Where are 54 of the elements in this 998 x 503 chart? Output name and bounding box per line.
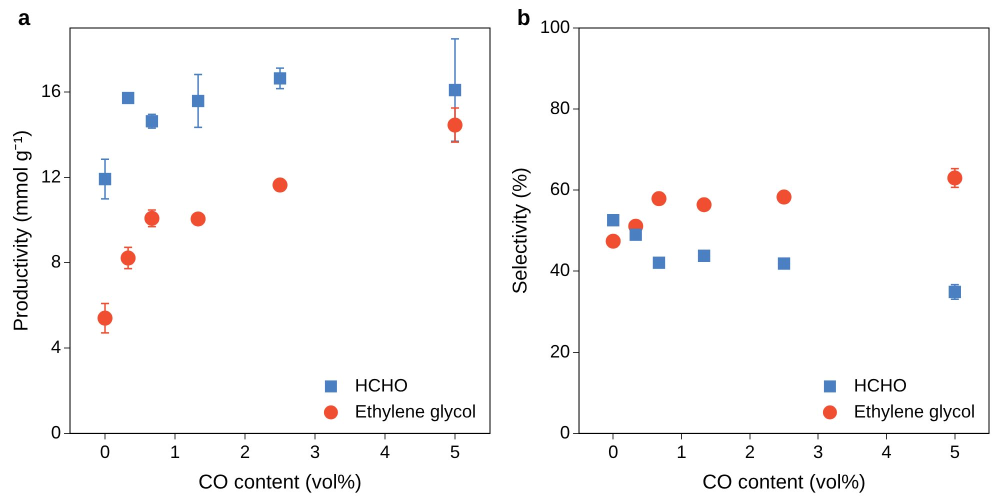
- point: [776, 190, 792, 205]
- legend-label: HCHO: [354, 375, 408, 396]
- point: [192, 94, 204, 108]
- x-axis-title: CO content (vol%): [198, 472, 362, 494]
- x-tick-label: 3: [813, 442, 824, 462]
- y-tick-label: 60: [550, 179, 570, 200]
- y-axis-title: Selectivity (%): [510, 167, 532, 294]
- point: [190, 211, 206, 226]
- legend-label: Ethylene glycol: [854, 401, 976, 422]
- x-axis-title: CO content (vol%): [702, 472, 866, 494]
- point: [651, 191, 666, 206]
- legend-label: HCHO: [854, 375, 907, 396]
- point: [274, 72, 286, 85]
- x-tick-label: 4: [882, 442, 892, 462]
- x-tick-label: 3: [310, 442, 320, 462]
- y-tick-label: 4: [51, 337, 62, 358]
- point: [652, 256, 666, 269]
- x-tick-label: 2: [744, 442, 755, 462]
- x-tick-label: 0: [100, 442, 110, 462]
- point: [448, 84, 462, 96]
- point: [98, 172, 112, 186]
- y-tick-label: 0: [560, 422, 570, 442]
- chart-title: b: [517, 5, 530, 30]
- y-tick-label: 8: [51, 252, 62, 272]
- y-tick-label: 12: [40, 166, 62, 186]
- x-tick-label: 5: [950, 442, 960, 462]
- y-tick-label: 20: [550, 341, 570, 362]
- x-tick-label: 4: [380, 442, 390, 462]
- x-tick-label: 5: [450, 442, 460, 462]
- x-tick-label: 1: [170, 442, 180, 462]
- point: [120, 250, 136, 266]
- point: [272, 178, 288, 193]
- y-axis-title: Productivity (mmol g⁻¹): [10, 130, 33, 332]
- chart-title: a: [18, 5, 31, 30]
- y-tick-label: 16: [40, 80, 62, 101]
- point: [122, 92, 134, 104]
- y-tick-label: 40: [550, 260, 570, 280]
- point: [606, 234, 621, 249]
- point: [630, 228, 642, 241]
- point: [607, 214, 620, 226]
- y-tick-label: 80: [550, 98, 570, 118]
- point: [778, 257, 790, 270]
- x-tick-label: 0: [608, 442, 618, 462]
- y-tick-label: 0: [51, 422, 62, 442]
- x-tick-label: 2: [240, 442, 250, 462]
- point: [448, 118, 462, 133]
- y-tick-label: 100: [540, 16, 570, 37]
- point: [98, 310, 113, 326]
- point: [947, 170, 962, 186]
- x-tick-label: 1: [676, 442, 687, 462]
- point: [144, 210, 160, 226]
- point: [698, 250, 710, 262]
- point: [696, 197, 712, 212]
- legend-label: Ethylene glycol: [354, 401, 476, 422]
